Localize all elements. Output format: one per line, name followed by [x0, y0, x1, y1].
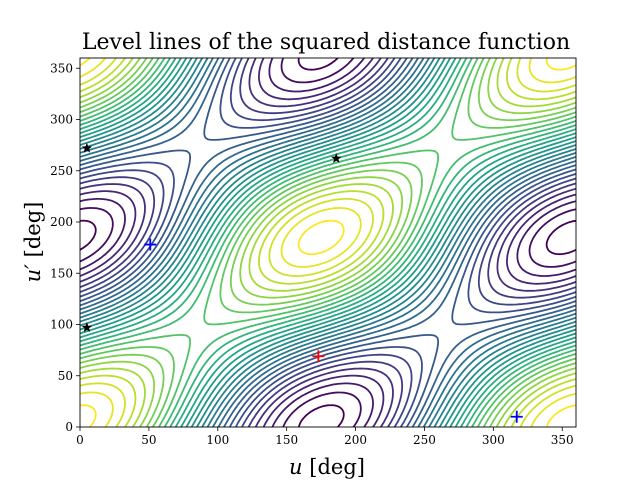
contour-level: [80, 58, 576, 427]
y-tick-label: 100: [50, 318, 73, 332]
x-tick-label: 300: [482, 433, 505, 447]
y-tick-label: 0: [65, 420, 73, 434]
contour-level: [80, 58, 576, 427]
saddle-marker: [81, 322, 93, 333]
contour-level: [80, 58, 576, 427]
chart-title: Level lines of the squared distance func…: [82, 30, 570, 55]
contour-level: [80, 58, 576, 427]
contour-level: [80, 58, 576, 427]
x-tick-label: 150: [275, 433, 298, 447]
contour-level: [80, 58, 576, 427]
min-marker: [510, 410, 523, 423]
y-tick-label: 350: [50, 61, 73, 75]
min-marker: [144, 238, 157, 251]
x-tick-label: 100: [206, 433, 229, 447]
contour-level: [80, 58, 576, 427]
saddle-marker: [81, 142, 93, 153]
plot-frame: [79, 57, 577, 428]
y-tick-label: 150: [50, 266, 73, 280]
y-tick-label: 250: [50, 164, 73, 178]
contour-level: [80, 58, 576, 427]
contour-level: [80, 58, 576, 427]
contour-level: [80, 58, 576, 427]
saddle-marker: [331, 152, 342, 163]
y-tick-label: 200: [50, 215, 73, 229]
y-axis-label: u′ [deg]: [21, 202, 45, 283]
contour-level: [80, 58, 576, 427]
contour-level: [80, 58, 576, 427]
max-marker: [312, 350, 325, 363]
contour-level: [80, 58, 576, 427]
contour-level: [80, 58, 576, 427]
contour-level: [80, 58, 576, 427]
x-tick-label: 50: [141, 433, 156, 447]
y-axis-ticks: 0 50 100 150 200 250 300 350: [50, 61, 80, 434]
contour-level: [80, 58, 576, 427]
x-tick-label: 200: [344, 433, 367, 447]
y-tick-label: 50: [58, 369, 73, 383]
x-axis-label: u [deg]: [289, 455, 365, 479]
contour-level: [80, 58, 576, 427]
critical-point-markers: [81, 142, 523, 423]
x-axis-ticks: 0 50 100 150 200 250 300 350: [76, 427, 574, 447]
contour-level: [80, 58, 576, 427]
contour-level: [80, 58, 576, 427]
contour-level: [80, 58, 576, 427]
contour-level: [80, 58, 576, 427]
x-tick-label: 250: [413, 433, 436, 447]
x-tick-label: 350: [551, 433, 574, 447]
x-tick-label: 0: [76, 433, 84, 447]
y-tick-label: 300: [50, 113, 73, 127]
contour-level: [80, 58, 576, 427]
contour-level: [80, 58, 576, 427]
